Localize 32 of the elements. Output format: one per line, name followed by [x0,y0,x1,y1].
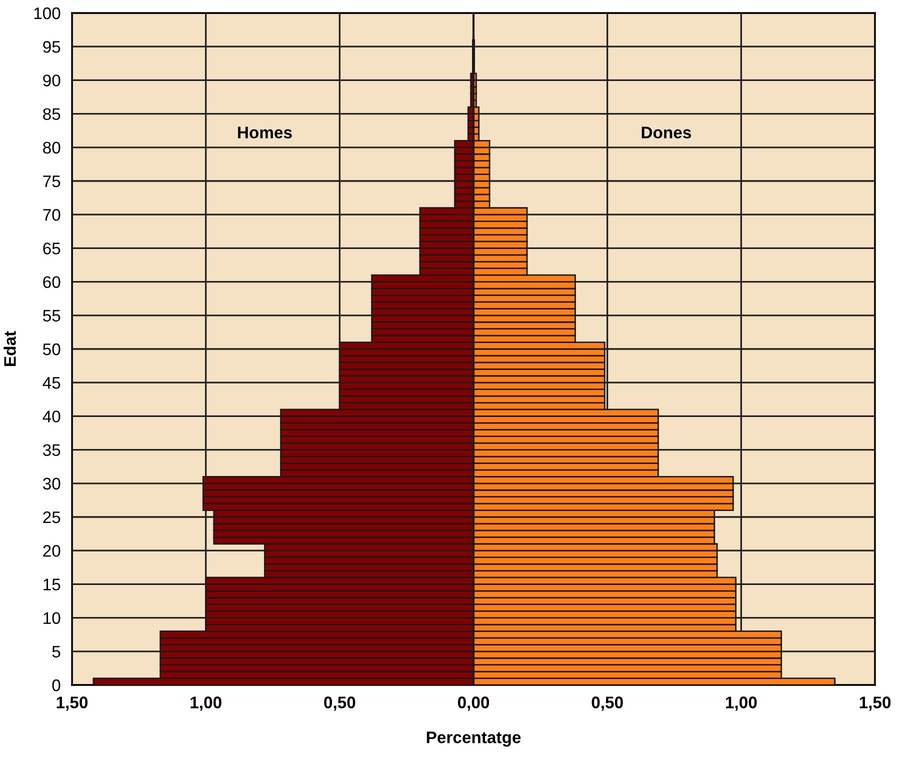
y-tick-label: 90 [43,74,60,86]
y-tick-label: 65 [43,242,60,254]
y-tick-label: 10 [44,612,60,624]
annotation: Homes [238,126,292,138]
y-tick-label: 80 [43,142,60,154]
y-tick-label: 0 [52,679,60,692]
x-tick-label: 0,00 [458,696,490,711]
y-tick-label: 35 [42,444,60,456]
x-tick-label: 1,50 [56,696,88,711]
y-tick-label: 50 [43,343,60,356]
y-tick-label: 70 [43,209,60,221]
y-tick-label: 15 [44,578,60,590]
y-tick-label: 5 [52,646,60,658]
y-tick-label: 95 [43,41,60,53]
x-tick-label: 1,00 [726,696,757,711]
y-tick-label: 85 [43,108,60,120]
y-tick-label: 25 [43,511,60,524]
y-axis-title: Edat [4,331,16,366]
x-tick-label: 0,50 [592,696,623,711]
y-tick-label: 20 [43,545,60,557]
y-tick-label: 30 [42,478,60,490]
y-tick-label: 55 [43,310,60,322]
annotation: Dones [642,126,692,138]
y-tick-label: 75 [43,176,60,188]
x-tick-label: 1,50 [860,696,891,711]
y-tick-label: 100 [34,7,60,20]
y-tick-label: 60 [43,276,60,288]
y-tick-label: 45 [42,377,60,389]
x-tick-label: 0,50 [324,696,356,711]
x-tick-label: 1,00 [190,696,222,711]
x-axis-title: Percentatge [426,732,521,747]
y-tick-label: 40 [42,410,60,422]
